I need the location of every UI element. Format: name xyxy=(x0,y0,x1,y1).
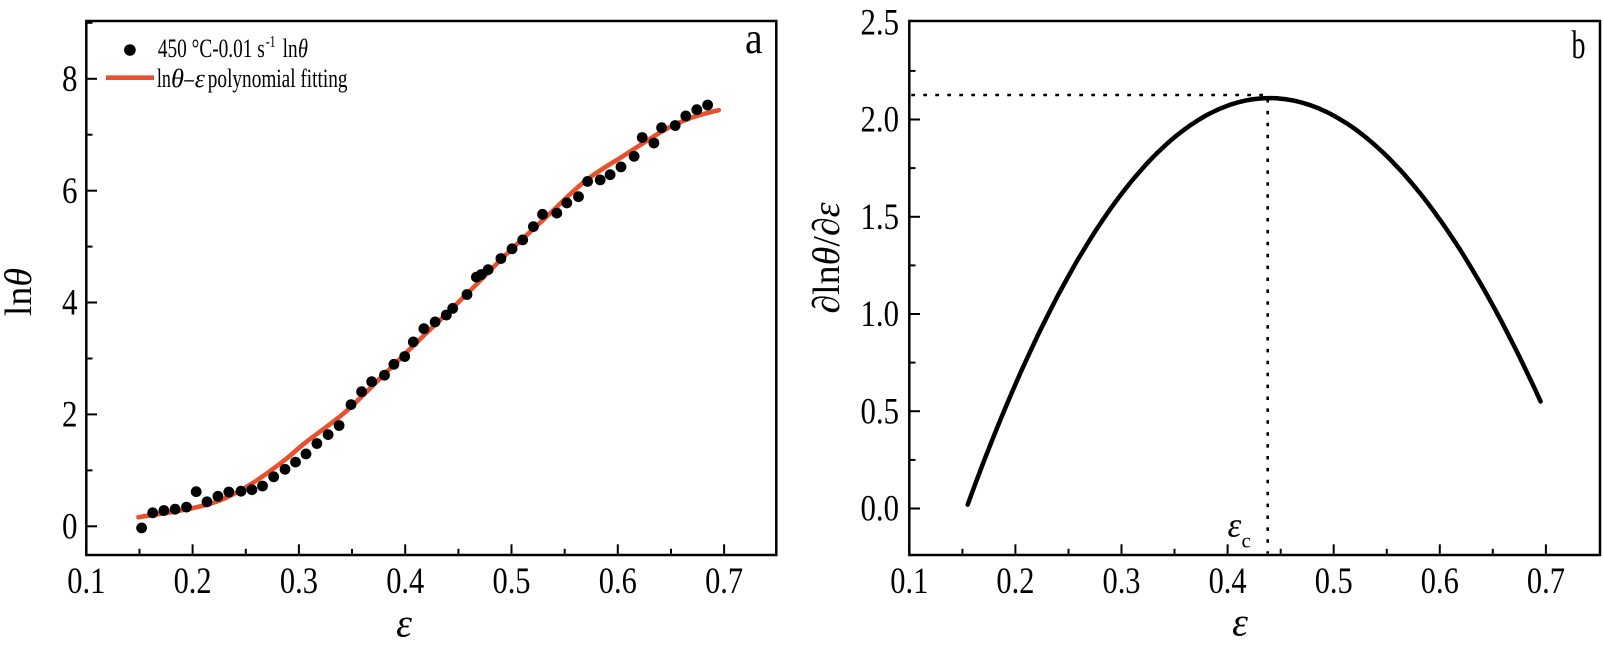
svg-text:a: a xyxy=(745,14,763,63)
svg-text:0.4: 0.4 xyxy=(386,561,424,602)
svg-text:0.6: 0.6 xyxy=(1421,561,1459,602)
svg-text:b: b xyxy=(1572,22,1586,67)
svg-text:0.5: 0.5 xyxy=(1315,561,1353,602)
svg-text:2: 2 xyxy=(62,395,78,436)
svg-text:0.4: 0.4 xyxy=(1209,561,1247,602)
svg-text:ε: ε xyxy=(396,601,412,646)
svg-text:450 °C-0.01 s: 450 °C-0.01 s xyxy=(158,34,265,63)
svg-text:∂lnθ/∂ε: ∂lnθ/∂ε xyxy=(806,202,848,313)
svg-text:0.2: 0.2 xyxy=(996,561,1034,602)
svg-text:0.7: 0.7 xyxy=(705,561,743,602)
svg-text:0.3: 0.3 xyxy=(280,561,318,602)
svg-text:0.3: 0.3 xyxy=(1103,561,1141,602)
svg-text:8: 8 xyxy=(62,59,78,100)
svg-text:c: c xyxy=(1242,529,1251,553)
svg-text:0.5: 0.5 xyxy=(493,561,531,602)
svg-text:θ: θ xyxy=(171,64,184,93)
svg-text:ε: ε xyxy=(1228,505,1242,544)
svg-text:ε: ε xyxy=(1232,600,1248,645)
svg-text:-1: -1 xyxy=(266,32,276,51)
svg-text:θ: θ xyxy=(298,34,308,63)
svg-text:0: 0 xyxy=(62,507,78,548)
svg-text:0.0: 0.0 xyxy=(861,489,900,530)
svg-text:ε: ε xyxy=(195,64,206,93)
svg-text:1.0: 1.0 xyxy=(861,294,900,335)
svg-text:polynomial fitting: polynomial fitting xyxy=(208,64,348,93)
svg-text:lnθ: lnθ xyxy=(0,268,40,316)
svg-text:2.0: 2.0 xyxy=(861,100,900,141)
svg-text:ln: ln xyxy=(157,64,171,93)
svg-text:6: 6 xyxy=(62,171,78,212)
svg-text:0.2: 0.2 xyxy=(174,561,212,602)
svg-text:0.6: 0.6 xyxy=(599,561,637,602)
svg-text:2.5: 2.5 xyxy=(861,3,900,44)
svg-text:4: 4 xyxy=(62,283,78,324)
svg-text:–: – xyxy=(184,64,195,93)
svg-text:0.7: 0.7 xyxy=(1527,561,1565,602)
svg-text:1.5: 1.5 xyxy=(861,197,900,238)
svg-text:0.5: 0.5 xyxy=(861,391,900,432)
svg-text:ln: ln xyxy=(283,34,298,63)
svg-text:0.1: 0.1 xyxy=(67,561,105,602)
svg-text:0.1: 0.1 xyxy=(890,561,928,602)
